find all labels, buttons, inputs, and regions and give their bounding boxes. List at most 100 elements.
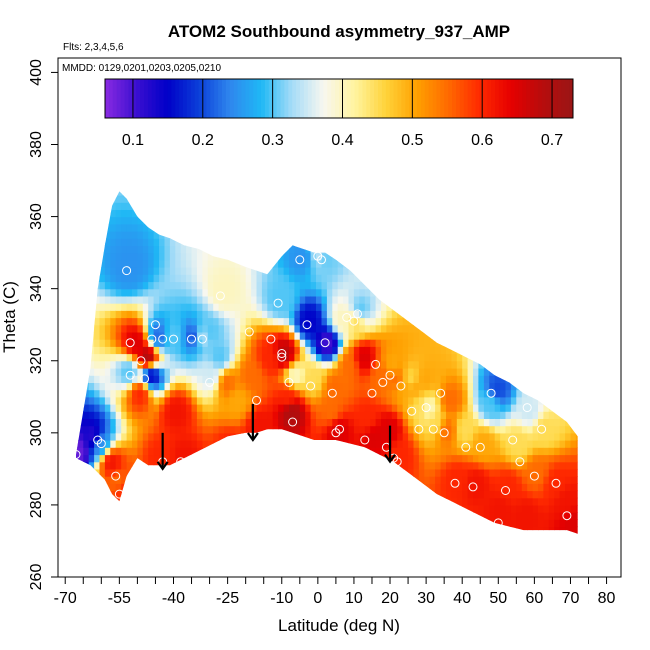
- heatmap-cell: [381, 418, 387, 427]
- heatmap-cell: [164, 425, 171, 434]
- heatmap-cell: [267, 267, 274, 275]
- heatmap-cell: [527, 440, 534, 448]
- heatmap-cell: [115, 353, 122, 362]
- heatmap-cell: [451, 375, 458, 383]
- heatmap-cell: [202, 267, 209, 275]
- heatmap-cell: [570, 454, 577, 463]
- colorbar-segment: [249, 79, 254, 118]
- heatmap-cell: [510, 432, 517, 441]
- heatmap-cell: [196, 382, 203, 391]
- heatmap-cell: [180, 310, 187, 319]
- heatmap-cell: [500, 504, 507, 513]
- heatmap-cell: [500, 490, 507, 499]
- heatmap-cell: [115, 274, 122, 283]
- heatmap-cell: [381, 404, 387, 412]
- heatmap-cell: [375, 303, 382, 311]
- heatmap-cell: [278, 418, 285, 427]
- observation-point: [371, 359, 381, 369]
- heatmap-cell: [321, 368, 328, 376]
- heatmap-cell: [175, 281, 182, 290]
- heatmap-cell: [169, 418, 176, 427]
- heatmap-cell: [456, 411, 463, 419]
- heatmap-cell: [272, 281, 279, 290]
- heatmap-cell: [142, 252, 149, 261]
- heatmap-cell: [77, 454, 84, 463]
- heatmap-cell: [289, 353, 295, 362]
- heatmap-cell: [570, 490, 577, 499]
- colorbar-segment: [366, 79, 371, 118]
- heatmap-cell: [538, 490, 544, 499]
- heatmap-cell: [294, 368, 301, 376]
- heatmap-cell: [559, 418, 566, 427]
- heatmap-cell: [256, 353, 263, 362]
- heatmap-cell: [337, 267, 344, 275]
- heatmap-cell: [207, 331, 214, 340]
- heatmap-cell: [121, 353, 128, 362]
- heatmap-cell: [175, 267, 182, 275]
- heatmap-cell: [521, 468, 528, 477]
- heatmap-cell: [473, 504, 479, 513]
- heatmap-cell: [132, 404, 138, 412]
- heatmap-cell: [505, 454, 512, 463]
- heatmap-cell: [370, 331, 377, 340]
- heatmap-cell: [402, 461, 409, 470]
- heatmap-cell: [196, 404, 203, 412]
- heatmap-cell: [229, 303, 236, 311]
- heatmap-cell: [305, 288, 312, 297]
- heatmap-cell: [473, 440, 479, 448]
- heatmap-cell: [408, 468, 415, 477]
- heatmap-cell: [202, 389, 209, 398]
- heatmap-cell: [483, 483, 490, 492]
- heatmap-cell: [510, 389, 517, 398]
- heatmap-cell: [429, 389, 436, 398]
- heatmap-cell: [554, 468, 561, 477]
- heatmap-cell: [570, 526, 577, 534]
- heatmap-cell: [267, 396, 274, 405]
- heatmap-cell: [186, 389, 193, 398]
- heatmap-cell: [370, 353, 377, 362]
- heatmap-cell: [137, 331, 144, 340]
- heatmap-cell: [202, 339, 209, 347]
- heatmap-cell: [245, 382, 252, 391]
- heatmap-cell: [548, 490, 555, 499]
- heatmap-cell: [180, 346, 187, 355]
- heatmap-cell: [272, 288, 279, 297]
- heatmap-cell: [278, 324, 285, 333]
- heatmap-cell: [386, 396, 393, 405]
- heatmap-cell: [289, 274, 295, 283]
- heatmap-cell: [137, 425, 144, 434]
- heatmap-cell: [467, 440, 474, 448]
- heatmap-cell: [543, 497, 550, 506]
- heatmap-cell: [94, 339, 101, 347]
- heatmap-cell: [256, 382, 263, 391]
- heatmap-cell: [326, 331, 333, 340]
- heatmap-cell: [532, 411, 539, 419]
- heatmap-cell: [489, 468, 496, 477]
- heatmap-cell: [110, 346, 117, 355]
- heatmap-cell: [132, 432, 138, 441]
- heatmap-cell: [343, 382, 350, 391]
- heatmap-cell: [207, 339, 214, 347]
- heatmap-cell: [397, 331, 404, 340]
- heatmap-cell: [148, 418, 155, 427]
- heatmap-cell: [126, 432, 133, 441]
- heatmap-cell: [538, 483, 544, 492]
- colorbar-segment: [323, 79, 328, 118]
- heatmap-cell: [467, 360, 474, 369]
- heatmap-cell: [218, 317, 225, 326]
- heatmap-cell: [321, 267, 328, 275]
- heatmap-cell: [418, 375, 425, 383]
- heatmap-cell: [121, 440, 128, 448]
- heatmap-cell: [326, 252, 333, 261]
- heatmap-cell: [137, 432, 144, 441]
- heatmap-cell: [326, 295, 333, 304]
- heatmap-cell: [473, 404, 479, 412]
- heatmap-cell: [88, 461, 95, 470]
- heatmap-cell: [267, 404, 274, 412]
- observation-point: [244, 327, 254, 337]
- heatmap-cell: [148, 267, 155, 275]
- heatmap-cell: [386, 389, 393, 398]
- heatmap-cell: [99, 259, 106, 268]
- heatmap-cell: [370, 389, 377, 398]
- heatmap-cell: [473, 447, 479, 456]
